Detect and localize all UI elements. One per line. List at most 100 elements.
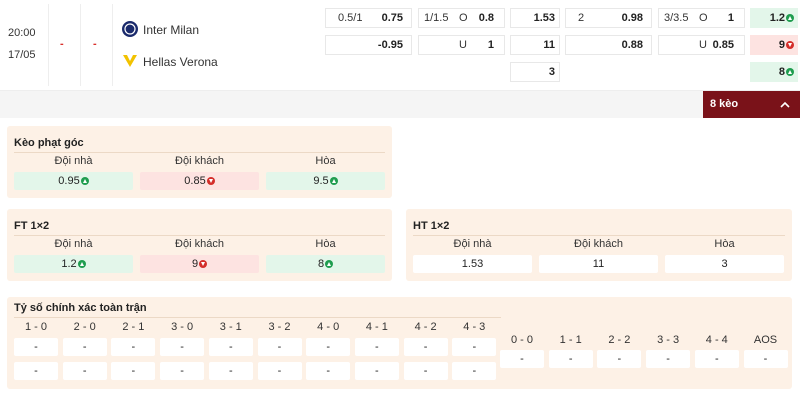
odds-value: 8	[778, 66, 785, 78]
odds-cell: 0.85	[140, 172, 259, 190]
odds-cell: -	[694, 350, 739, 368]
odds-cell: -0.95	[325, 35, 412, 55]
odds-cell: -	[62, 362, 107, 380]
score-label: 4 - 3	[463, 321, 486, 333]
odds-cell: U 0.85	[658, 35, 745, 55]
odds-cell: 0.5/1 0.75	[325, 8, 412, 28]
odds-cell: 9	[750, 35, 798, 55]
odds: 1	[727, 12, 734, 24]
match-date: 17/05	[8, 49, 36, 61]
odds-value: -	[375, 341, 379, 353]
more-button[interactable]: 8 kèo	[703, 91, 800, 118]
column-header: Hòa	[315, 155, 336, 167]
home-logo	[122, 21, 138, 37]
odds-value: 9.5	[313, 175, 329, 187]
odds-cell: -	[548, 350, 593, 368]
odds-value: 11	[592, 258, 605, 270]
odds-value: -	[375, 365, 379, 377]
odds-cell: 9	[140, 255, 259, 273]
odds: 1	[487, 39, 494, 51]
odds-cell: -	[743, 350, 788, 368]
odds-value: -	[131, 365, 136, 377]
divider	[80, 4, 81, 86]
odds-value: 8	[317, 258, 325, 270]
score-label: 3 - 3	[657, 334, 680, 346]
over-label: O	[459, 12, 468, 24]
odds-cell: 2 0.98	[565, 8, 652, 28]
odds-value: 9	[778, 39, 785, 51]
odds-cell: 1.2	[14, 255, 133, 273]
odds-value: -	[568, 353, 573, 365]
odds-value: -	[423, 341, 428, 353]
odds-cell: -	[306, 362, 351, 380]
column-header: Hòa	[714, 238, 735, 250]
score-label: 0 - 0	[510, 334, 533, 346]
under-label: U	[459, 39, 467, 51]
divider	[413, 235, 785, 236]
odds-value: -	[472, 365, 477, 377]
divider	[14, 152, 385, 153]
trend-icon	[786, 68, 794, 77]
over-label: O	[699, 12, 708, 24]
score-label: 1 - 1	[559, 334, 582, 346]
match-row	[0, 0, 800, 91]
match-time: 20:00	[8, 27, 36, 39]
odds-value: -	[131, 341, 136, 353]
odds: -0.95	[377, 39, 403, 51]
odds-cell: 8	[750, 62, 798, 82]
panel-title: Kèo phạt góc	[14, 137, 84, 149]
odds-value: -	[34, 365, 38, 377]
odds-cell: 9.5	[266, 172, 385, 190]
trend-icon	[329, 177, 338, 185]
score-label: 2 - 1	[122, 321, 145, 333]
odds-cell: -	[452, 362, 497, 380]
odds-cell: 0.88	[565, 35, 652, 55]
score-label: 4 - 1	[365, 321, 388, 333]
odds-value: 0.85	[184, 175, 206, 187]
trend-icon	[325, 260, 334, 268]
odds-cell: -	[257, 338, 302, 356]
odds-cell: -	[14, 338, 58, 356]
odds: 3	[548, 66, 555, 78]
odds-cell: -	[111, 362, 156, 380]
odds-value: 0.95	[58, 175, 80, 187]
odds-value: -	[520, 353, 524, 365]
odds-cell: -	[306, 338, 351, 356]
odds-cell: 8	[266, 255, 385, 273]
odds-cell: -	[597, 350, 642, 368]
panel-title: HT 1×2	[413, 220, 450, 232]
away-score: -	[93, 38, 97, 50]
odds-value: 3	[721, 258, 728, 270]
column-header: Đội nhà	[54, 238, 93, 250]
trend-icon	[77, 260, 86, 268]
odds: 0.98	[621, 12, 643, 24]
divider	[112, 4, 113, 86]
column-header: Đội khách	[574, 238, 623, 250]
divider	[14, 235, 385, 236]
score-label: 4 - 4	[705, 334, 728, 346]
odds-cell: 0.95	[14, 172, 133, 190]
odds-cell: -	[452, 338, 497, 356]
odds-cell: 3	[510, 62, 560, 82]
odds-value: -	[228, 365, 233, 377]
odds-cell: -	[403, 338, 448, 356]
column-header: Đội khách	[175, 238, 224, 250]
under-label: U	[699, 39, 707, 51]
line: 0.5/1	[338, 12, 363, 24]
odds-value: -	[180, 365, 184, 377]
trend-icon	[206, 177, 215, 185]
odds-value: -	[763, 353, 768, 365]
odds-value: -	[423, 365, 428, 377]
odds-value: -	[714, 353, 719, 365]
market-panel: HT 1×2 Đội nhà Đội khách Hòa 1.53 11 3	[406, 209, 792, 281]
odds-cell: 11	[539, 255, 658, 273]
expand-bar	[0, 91, 800, 118]
odds: 11	[543, 39, 555, 51]
column-header: Đội nhà	[453, 238, 492, 250]
odds: 1.2	[770, 11, 794, 25]
column-header: Hòa	[315, 238, 336, 250]
line: 1/1.5	[424, 12, 449, 24]
odds: 0.75	[381, 12, 403, 24]
odds-value: 1.53	[461, 258, 484, 270]
